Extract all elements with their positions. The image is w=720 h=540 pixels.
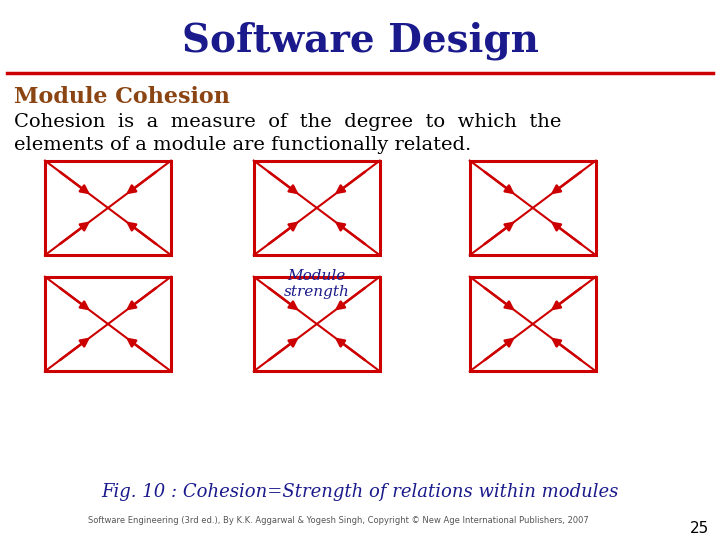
Bar xyxy=(254,276,380,372)
Bar xyxy=(254,161,380,255)
Text: Software Engineering (3rd ed.), By K.K. Aggarwal & Yogesh Singh, Copyright © New: Software Engineering (3rd ed.), By K.K. … xyxy=(88,516,589,525)
Bar xyxy=(45,161,171,255)
Bar xyxy=(45,276,171,372)
Text: Module Cohesion: Module Cohesion xyxy=(14,86,230,109)
Bar xyxy=(469,276,596,372)
Text: 25: 25 xyxy=(690,521,709,536)
Text: elements of a module are functionally related.: elements of a module are functionally re… xyxy=(14,136,472,154)
Text: Cohesion  is  a  measure  of  the  degree  to  which  the: Cohesion is a measure of the degree to w… xyxy=(14,113,562,131)
Text: Module
strength: Module strength xyxy=(284,269,350,299)
Text: Software Design: Software Design xyxy=(181,22,539,60)
Bar xyxy=(469,161,596,255)
Text: Fig. 10 : Cohesion=Strength of relations within modules: Fig. 10 : Cohesion=Strength of relations… xyxy=(102,483,618,501)
